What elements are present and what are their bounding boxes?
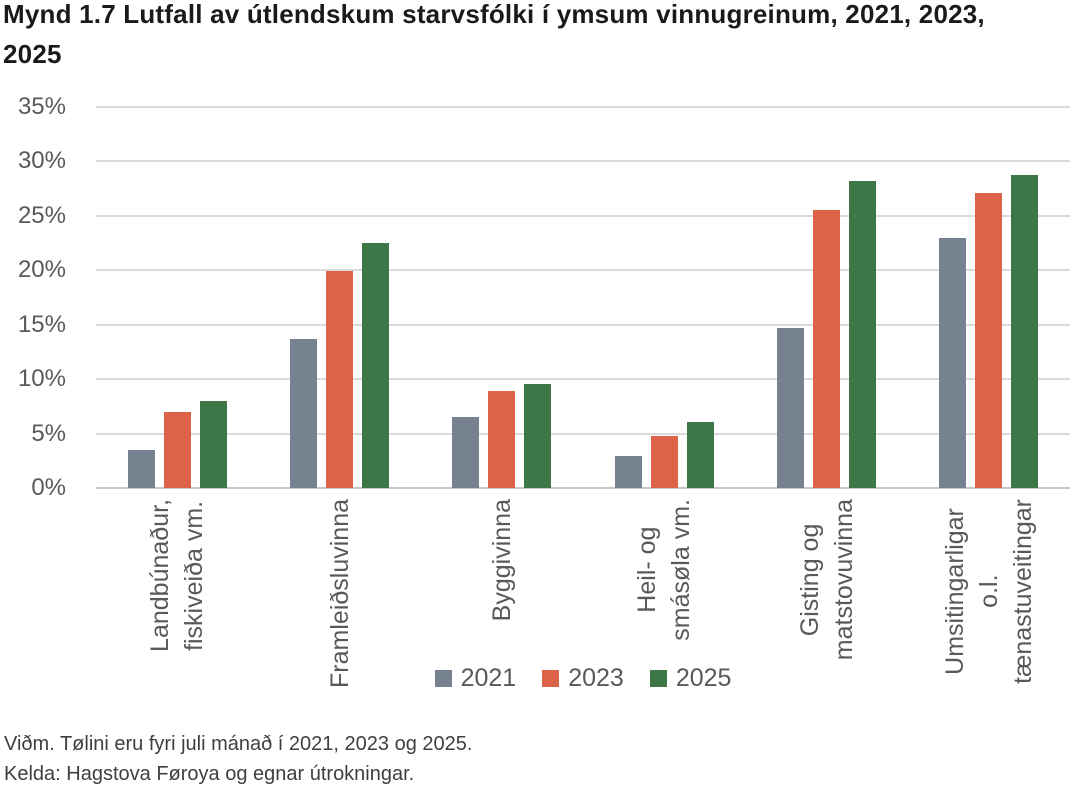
bar-2023 xyxy=(326,271,353,488)
bar-2023 xyxy=(813,210,840,488)
y-tick-label: 30% xyxy=(17,147,66,175)
y-tick-label: 5% xyxy=(31,419,66,447)
plot-area xyxy=(96,106,1070,489)
x-category-label: Gisting og matstovuvinna xyxy=(795,499,858,661)
legend-label-2021: 2021 xyxy=(460,664,517,692)
legend-swatch-2025 xyxy=(649,669,667,687)
footnote-source: Kelda: Hagstova Føroya og egnar útroknin… xyxy=(4,763,415,785)
y-tick-label: 35% xyxy=(17,93,66,120)
legend-label-2023: 2023 xyxy=(568,664,624,692)
y-tick-label: 10% xyxy=(17,365,66,393)
gridline xyxy=(96,432,1070,435)
x-category-label: Framleiðsluvinna xyxy=(325,499,354,688)
bar-2021 xyxy=(290,338,317,488)
x-category-label: Landbúnaður, fiskiveiða vm. xyxy=(146,499,209,652)
x-category-label: Heil- og smásøla vm. xyxy=(633,499,696,641)
footnote-note: Viðm. Tølini eru fyri juli mánað í 2021,… xyxy=(4,733,473,755)
bar-2023 xyxy=(650,435,678,488)
gridline xyxy=(96,106,1070,108)
legend-label-2025: 2025 xyxy=(675,664,732,692)
x-axis-line xyxy=(96,487,1070,489)
legend-item-2021: 2021 xyxy=(434,661,517,695)
bar-2021 xyxy=(127,449,155,488)
bar-2021 xyxy=(777,327,804,488)
x-category-label: Umsitingarligar o.l. tænastuveitingar xyxy=(940,499,1037,684)
y-axis: 0% 5% 10% 15% 20% 25% 30% 35% xyxy=(0,0,66,785)
y-tick-label: 15% xyxy=(17,310,66,338)
y-tick-label: 25% xyxy=(17,201,66,229)
y-tick-label: 0% xyxy=(31,474,66,501)
chart-title: Mynd 1.7 Lutfall av útlendskum starvsfól… xyxy=(3,0,985,69)
bar-2021 xyxy=(614,456,642,488)
bar-2025 xyxy=(362,243,389,488)
bar-2025 xyxy=(1011,174,1039,488)
bar-2025 xyxy=(849,181,876,488)
bar-2025 xyxy=(524,383,552,488)
gridline xyxy=(96,160,1070,163)
bar-2025 xyxy=(199,400,227,488)
gridline xyxy=(96,269,1070,272)
bar-2025 xyxy=(686,421,714,488)
y-tick-label: 20% xyxy=(17,256,66,284)
gridline xyxy=(96,323,1070,326)
bar-2023 xyxy=(488,391,516,488)
bar-2023 xyxy=(975,193,1003,488)
x-category-label: Byggivinna xyxy=(487,499,516,622)
legend-item-2025: 2025 xyxy=(649,661,732,695)
legend-swatch-2021 xyxy=(434,669,452,687)
legend-item-2023: 2023 xyxy=(542,661,624,695)
bar-2021 xyxy=(452,417,480,488)
gridline xyxy=(96,378,1070,381)
legend: 2021 2023 2025 xyxy=(96,661,1070,695)
bar-2021 xyxy=(939,237,967,488)
legend-swatch-2023 xyxy=(542,669,560,687)
bar-2023 xyxy=(163,411,191,488)
gridline xyxy=(96,214,1070,217)
